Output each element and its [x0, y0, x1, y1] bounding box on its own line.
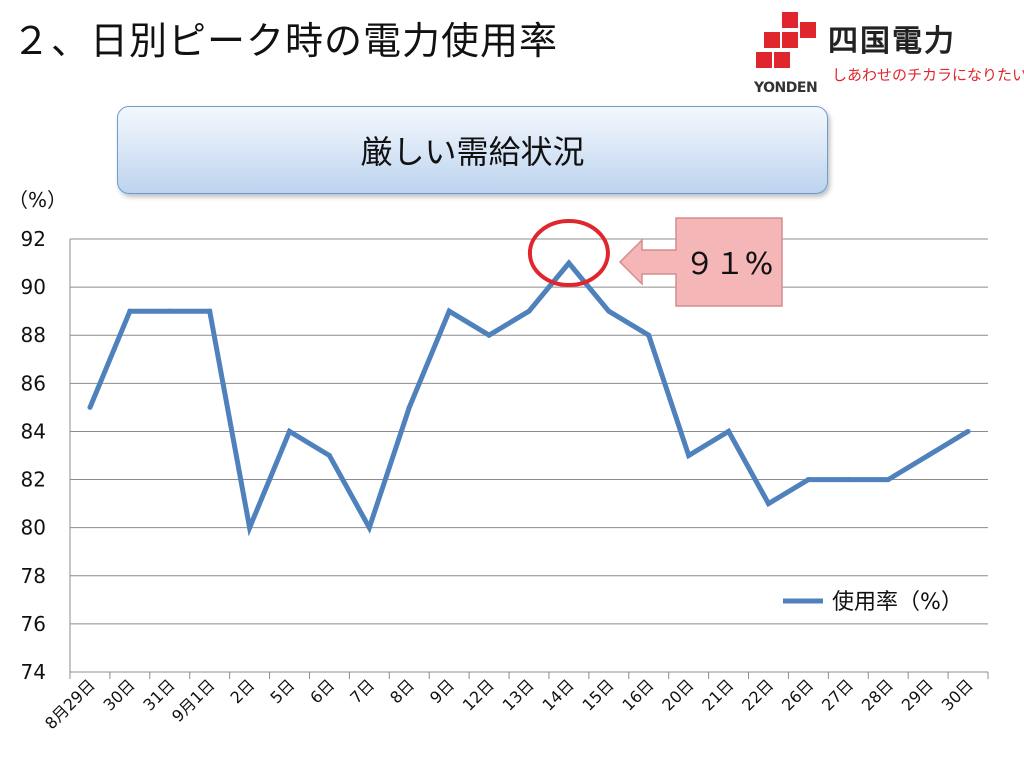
y-tick-label: 92: [21, 227, 46, 251]
data-point: [606, 308, 612, 314]
y-tick-label: 90: [21, 275, 46, 299]
data-point: [965, 428, 971, 434]
legend-label: 使用率（%）: [832, 590, 963, 615]
data-point: [805, 477, 811, 483]
highlight-circle: [527, 219, 610, 288]
x-tick-label: 21日: [698, 675, 737, 714]
x-tick-label: 5日: [266, 675, 298, 707]
x-tick-label: 7日: [346, 675, 378, 707]
data-point: [207, 308, 213, 314]
y-tick-label: 80: [21, 516, 46, 540]
data-point: [925, 453, 931, 458]
data-point: [87, 404, 93, 410]
x-tick-label: 16日: [618, 675, 657, 714]
data-point: [726, 428, 732, 434]
callout-arrow-box: [618, 217, 783, 307]
page-title: ２、日別ピーク時の電力使用率: [12, 19, 559, 63]
y-tick-label: 84: [21, 419, 46, 443]
x-tick-label: 29日: [898, 675, 937, 714]
x-tick-label: 28日: [858, 675, 897, 714]
data-point: [486, 332, 492, 338]
x-tick-label: 13日: [499, 675, 538, 714]
x-tick-label: 14日: [539, 675, 578, 714]
y-tick-label: 88: [21, 323, 46, 347]
x-tick-label: 30日: [938, 675, 977, 714]
x-tick-label: 6日: [306, 675, 338, 707]
logo-name: 四国電力: [828, 24, 956, 59]
x-tick-label: 9日: [426, 675, 458, 707]
x-tick-label: 8日: [386, 675, 418, 707]
x-tick-label: 12日: [459, 675, 498, 714]
y-axis-unit: （%）: [8, 188, 68, 212]
x-tick-label: 15日: [578, 675, 617, 714]
data-point: [566, 260, 572, 266]
series-line: [87, 259, 970, 537]
x-tick-label: 9月1日: [168, 675, 218, 725]
x-tick-label: 2日: [226, 675, 258, 707]
data-point: [526, 308, 532, 314]
logo-tagline: しあわせのチカラになりたい。: [832, 66, 1024, 84]
logo-brand: YONDEN: [754, 80, 818, 96]
data-point: [366, 525, 372, 531]
callout-label: ９１%: [685, 247, 774, 282]
data-point: [885, 477, 891, 483]
situation-banner: 厳しい需給状況: [117, 106, 828, 194]
data-point: [406, 404, 412, 410]
data-point: [247, 525, 253, 531]
y-tick-label: 74: [21, 660, 46, 684]
data-point: [167, 308, 173, 314]
x-tick-label: 8月29日: [41, 675, 99, 733]
data-point: [287, 428, 293, 434]
x-tick-label: 20日: [658, 675, 697, 714]
data-point: [765, 501, 771, 507]
company-logo: 四国電力 しあわせのチカラになりたい。 YONDEN: [752, 10, 1024, 100]
data-point: [446, 308, 452, 314]
yonden-logo-icon: [756, 12, 816, 68]
x-tick-label: 27日: [818, 675, 857, 714]
y-tick-label: 82: [21, 468, 46, 492]
y-tick-label: 78: [21, 564, 46, 588]
data-point: [127, 308, 133, 314]
data-point: [326, 453, 332, 458]
data-point: [686, 453, 692, 458]
y-tick-label: 86: [21, 371, 46, 395]
y-tick-label: 76: [21, 612, 46, 636]
x-tick-label: 26日: [778, 675, 817, 714]
data-point: [646, 332, 652, 338]
data-point: [845, 477, 851, 483]
x-tick-label: 30日: [100, 675, 139, 714]
x-tick-label: 22日: [738, 675, 777, 714]
